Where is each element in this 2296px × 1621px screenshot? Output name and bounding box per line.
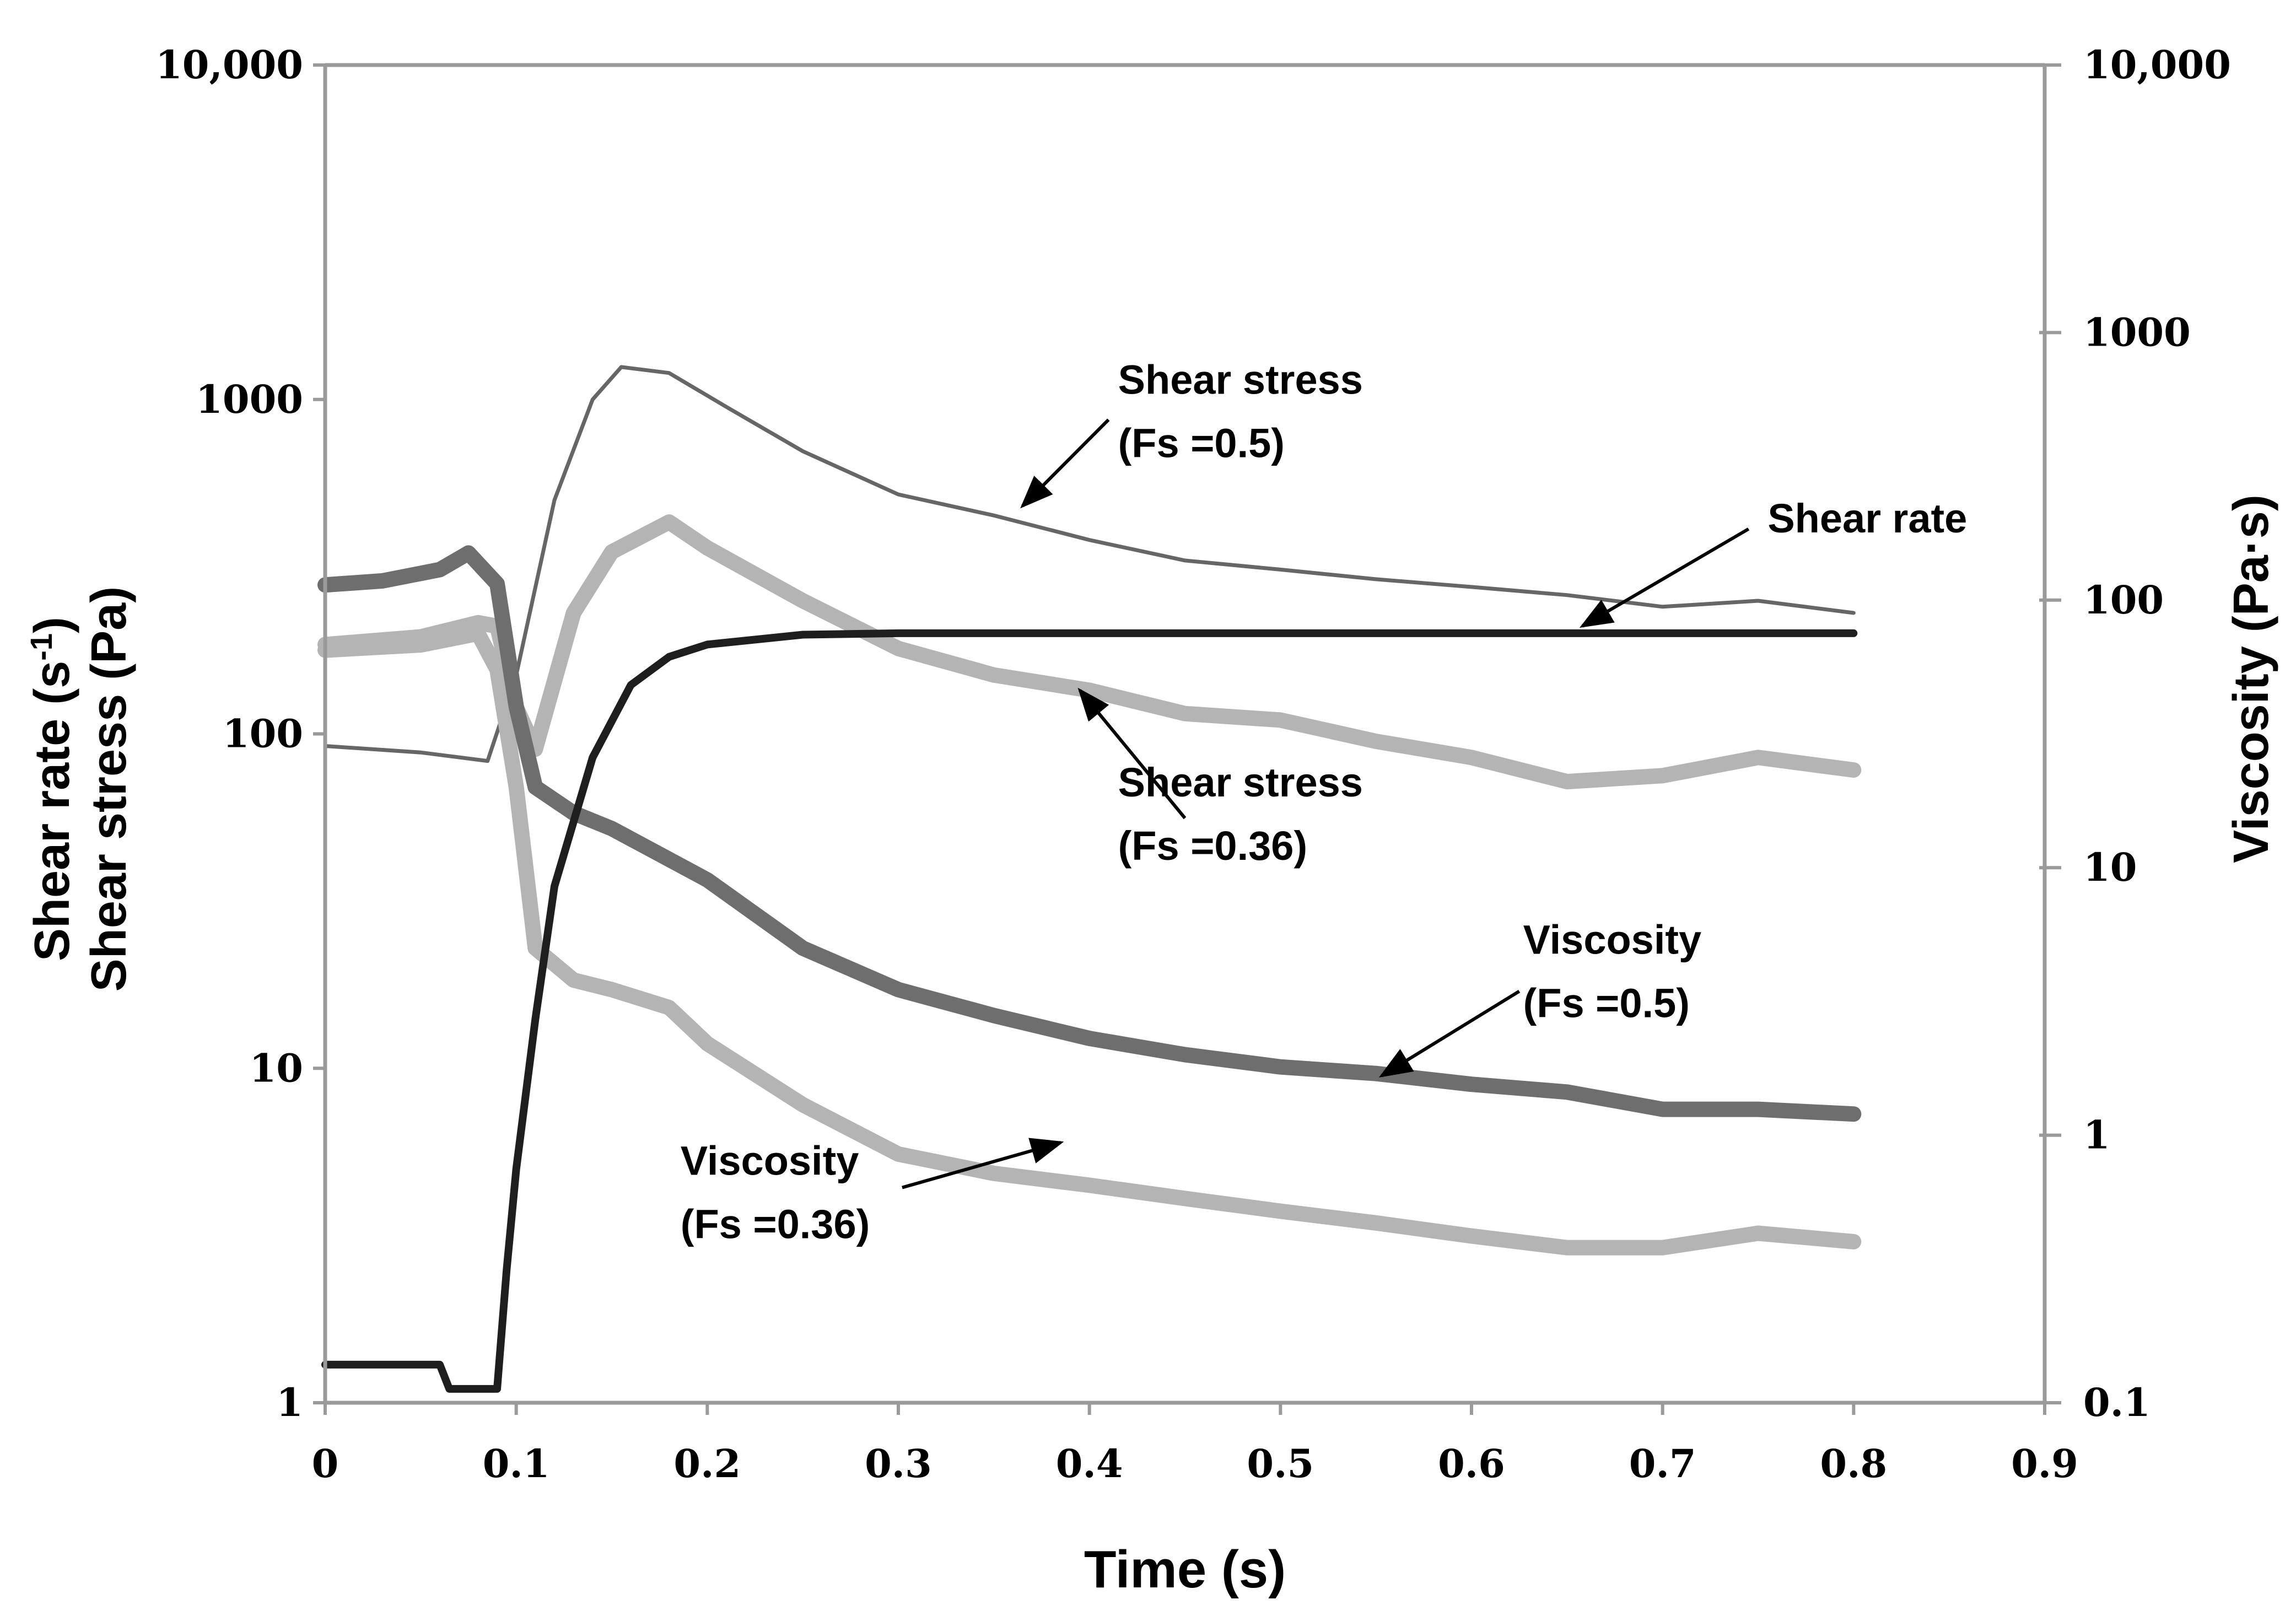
series-layer	[317, 365, 1862, 1393]
annotation-arrow	[902, 1138, 1064, 1189]
right-tick-label: 10,000	[2083, 42, 2231, 88]
x-axis-title: Time (s)	[1084, 1540, 1286, 1599]
right-axis-title: Viscosity (Pa·s)	[2224, 494, 2279, 863]
annotation-line: Shear stress	[1118, 357, 1363, 402]
annotation-line: Shear rate	[1767, 496, 1967, 541]
annotation-label: Shear stress (Fs =0.36)	[1118, 760, 1363, 869]
tick-layer: 0 0.1 0.2 0.3 0.4 0.5 0.6 0.7 0.8 0.9110100100010…	[155, 42, 2231, 1487]
annotation-layer: Shear stress (Fs =0.5) Shear rate Shear str…	[681, 357, 1968, 1247]
left-tick-label: 1000	[196, 376, 303, 422]
x-tick-label: 0	[312, 1441, 339, 1487]
annotation-line: Viscosity	[681, 1138, 859, 1184]
x-tick-label: 0.8	[1820, 1441, 1887, 1487]
x-tick-label: 0.1	[483, 1441, 550, 1487]
left-tick-label: 100	[223, 711, 303, 757]
left-axis-title-superscript: -1	[24, 633, 58, 661]
annotation-label: Shear stress (Fs =0.5)	[1118, 357, 1363, 466]
annotation-line: Shear stress	[1118, 760, 1363, 805]
x-tick-label: 0.9	[2011, 1441, 2078, 1487]
annotation-arrow	[1020, 418, 1110, 509]
x-tick-label: 0.6	[1438, 1441, 1505, 1487]
x-tick-label: 0.7	[1629, 1441, 1696, 1487]
axis-layer	[323, 63, 2047, 1405]
left-axis-title-shear-stress: Shear stress (Pa)	[82, 586, 137, 992]
left-axis-title-close: )	[25, 617, 80, 633]
left-tick-label: 1	[276, 1380, 303, 1425]
annotation-arrow	[1378, 989, 1521, 1078]
x-tick-label: 0.5	[1247, 1441, 1314, 1487]
right-tick-label: 100	[2083, 577, 2164, 623]
series-line-viscosity-fs-0-5	[317, 545, 1862, 1122]
annotation-line: (Fs =0.5)	[1523, 980, 1690, 1026]
x-tick-label: 0.3	[865, 1441, 932, 1487]
annotation-line: (Fs =0.36)	[1118, 823, 1307, 869]
annotation-line: Viscosity	[1523, 917, 1702, 962]
series-line-viscosity-fs-0-36	[317, 626, 1862, 1256]
x-tick-label: 0.4	[1056, 1441, 1123, 1487]
series-line-shear-rate	[321, 629, 1858, 1393]
annotation-line: (Fs =0.36)	[681, 1202, 870, 1247]
left-axis-title-shear-rate: Shear rate (s-1)	[24, 617, 80, 961]
annotation-label: Viscosity (Fs =0.36)	[681, 1138, 870, 1247]
series-line-shear-stress-fs-0-5	[323, 365, 1856, 763]
x-tick-label: 0.2	[673, 1441, 741, 1487]
left-tick-label: 10	[250, 1045, 303, 1091]
annotation-line: (Fs =0.5)	[1118, 420, 1285, 466]
annotation-label: Shear rate	[1767, 496, 1967, 541]
right-tick-label: 1	[2083, 1112, 2110, 1158]
right-tick-label: 1000	[2083, 309, 2191, 355]
annotation-arrow	[1579, 527, 1750, 628]
annotation-arrow	[1077, 687, 1187, 820]
left-tick-label: 10,000	[155, 42, 303, 88]
left-axis-title-text: Shear rate (s	[25, 661, 80, 961]
right-tick-label: 0.1	[2083, 1380, 2151, 1425]
annotation-label: Viscosity (Fs =0.5)	[1523, 917, 1702, 1026]
right-tick-label: 10	[2083, 844, 2137, 890]
